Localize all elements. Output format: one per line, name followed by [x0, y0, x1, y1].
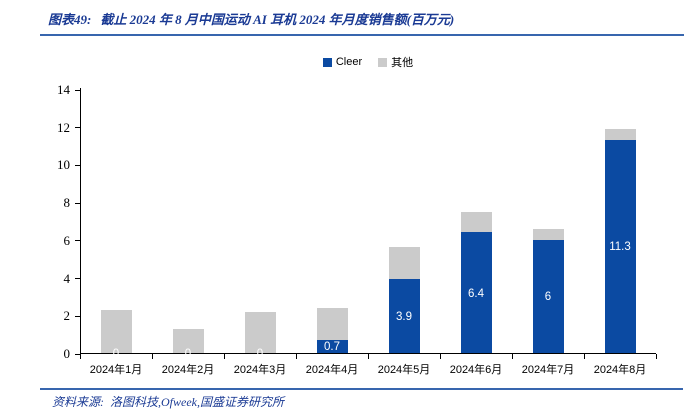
bar-segment-other	[604, 128, 636, 140]
x-axis-category-label: 2024年7月	[521, 364, 575, 376]
legend-label: 其他	[391, 57, 414, 69]
y-axis-tick	[75, 127, 80, 129]
legend-label: Cleer	[335, 56, 363, 68]
x-axis-tick	[224, 354, 225, 359]
x-axis-tick	[656, 354, 657, 359]
y-axis-tick	[75, 89, 80, 91]
x-axis-line	[80, 353, 656, 354]
x-axis-category-label: 2024年8月	[593, 364, 647, 376]
bar-data-label: 0	[112, 348, 120, 360]
source-note: 资料来源: 洛图科技,Ofweek,国盛证券研究所	[52, 393, 284, 410]
x-axis-tick	[296, 354, 297, 359]
x-axis-tick	[440, 354, 441, 359]
y-axis-tick	[75, 353, 80, 355]
source-text: 洛图科技,Ofweek,国盛证券研究所	[110, 395, 284, 409]
bar-segment-other	[100, 309, 132, 353]
y-axis-tick	[75, 240, 80, 242]
y-axis-tick	[75, 202, 80, 204]
stacked-bar	[172, 328, 204, 353]
stacked-bar	[604, 128, 636, 353]
title-divider	[40, 34, 684, 36]
bar-segment-cleer	[460, 232, 492, 353]
chart-slot-2024年2月: 0 2024年2月	[152, 90, 224, 376]
chart-slot-2024年5月: 3.9 2024年5月	[368, 90, 440, 376]
y-axis-tick-label: 10	[57, 157, 70, 173]
bar-segment-other	[316, 307, 348, 340]
x-axis-tick	[152, 354, 153, 359]
y-axis-tick-label: 4	[63, 270, 71, 286]
y-axis-tick	[75, 164, 80, 166]
bar-data-label: 6.4	[468, 287, 484, 300]
bar-data-label: 0	[184, 348, 192, 360]
chart-slot-2024年6月: 6.4 2024年6月	[440, 90, 512, 376]
figure-title-text: 截止 2024 年 8 月中国运动 AI 耳机 2024 年月度销售额(百万元)	[100, 12, 455, 27]
figure-number: 图表49:	[48, 12, 92, 27]
stacked-bar	[388, 247, 420, 353]
stacked-bar	[100, 309, 132, 353]
stacked-bar	[244, 311, 276, 353]
chart-slot-2024年4月: 0.7 2024年4月	[296, 90, 368, 376]
y-axis-tick-label: 14	[57, 82, 70, 97]
bar-data-label: 0.7	[324, 341, 340, 354]
chart-slot-2024年3月: 0 2024年3月	[224, 90, 296, 376]
bar-segment-cleer	[532, 239, 564, 353]
y-axis-tick-label: 6	[63, 232, 71, 248]
bar-data-label: 11.3	[609, 241, 631, 254]
bar-data-label: 6	[544, 291, 552, 304]
stacked-bar-chart: 0 2 4 6 8 10 12 14 0 2024年1月 0 2024年2月 0 2024年3月 0.7 20…	[57, 82, 657, 376]
bar-segment-other	[388, 247, 420, 280]
bar-segment-cleer	[316, 339, 348, 353]
bar-segment-cleer	[388, 279, 420, 353]
x-axis-tick	[584, 354, 585, 359]
stacked-bar	[460, 211, 492, 353]
y-axis-tick-label: 0	[63, 346, 71, 361]
legend-item-其他: 其他	[378, 54, 413, 70]
stacked-bar	[532, 228, 564, 353]
x-axis-category-label: 2024年4月	[305, 364, 359, 376]
legend-item-Cleer: Cleer	[322, 56, 363, 68]
footer-divider	[40, 388, 683, 390]
x-axis-category-label: 2024年6月	[449, 364, 503, 376]
bar-data-label: 0	[256, 348, 264, 360]
x-axis-category-label: 2024年3月	[233, 364, 287, 376]
x-axis-category-label: 2024年1月	[89, 364, 143, 376]
stacked-bar	[316, 307, 348, 353]
bar-segment-other	[172, 328, 204, 353]
bar-segment-other	[460, 211, 492, 233]
bar-data-label: 3.9	[396, 311, 412, 324]
chart-slot-2024年7月: 6 2024年7月	[512, 90, 584, 376]
source-label: 资料来源:	[52, 395, 104, 409]
y-axis-tick-label: 12	[57, 119, 70, 135]
bar-segment-other	[532, 228, 564, 240]
bar-segment-other	[244, 311, 276, 353]
figure-title: 图表49: 截止 2024 年 8 月中国运动 AI 耳机 2024 年月度销售额…	[48, 9, 454, 28]
chart-slot-2024年1月: 0 2024年1月	[80, 90, 152, 376]
y-axis-line	[80, 88, 81, 354]
chart-slot-2024年8月: 11.3 2024年8月	[584, 90, 656, 376]
bar-segment-cleer	[604, 139, 636, 353]
y-axis-tick	[75, 278, 80, 280]
x-axis-tick	[80, 354, 81, 359]
x-axis-tick	[368, 354, 369, 359]
x-axis-tick	[512, 354, 513, 359]
x-axis-category-label: 2024年2月	[161, 364, 215, 376]
y-axis-tick	[75, 315, 80, 317]
legend-swatch-icon	[322, 57, 332, 67]
chart-legend: Cleer 其他	[80, 54, 656, 70]
legend-swatch-icon	[378, 57, 388, 67]
x-axis-category-label: 2024年5月	[377, 364, 431, 376]
y-axis-tick-label: 8	[63, 195, 71, 211]
y-axis-tick-label: 2	[63, 308, 71, 324]
